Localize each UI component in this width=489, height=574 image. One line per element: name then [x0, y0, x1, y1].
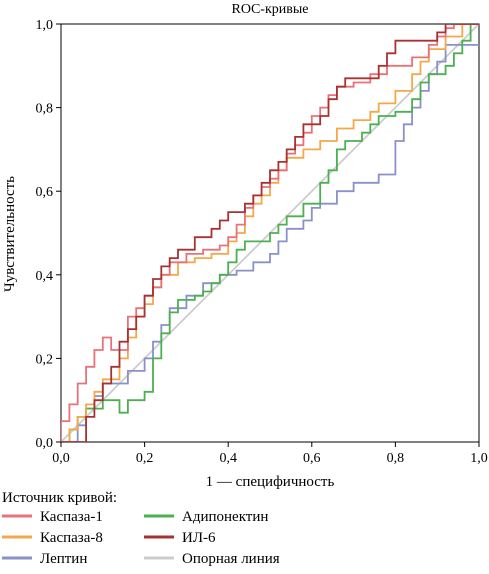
chart-title: ROC-кривые — [232, 2, 309, 17]
series-line-4 — [61, 24, 479, 442]
legend-label-3: Лептин — [40, 551, 87, 567]
y-axis-title: Чувствительность — [2, 176, 18, 292]
legend-label-4: Адипонектин — [182, 509, 268, 525]
y-tick-label: 1,0 — [36, 18, 54, 33]
legend: Каспаза-1 Каспаза-8 Лептин Адипонектин ИЛ-6 О… — [2, 509, 280, 567]
y-tick-label: 0,6 — [36, 185, 54, 200]
series-line-2 — [61, 24, 479, 442]
x-tick-label: 0,8 — [387, 451, 405, 466]
legend-label-6: Опорная линия — [182, 551, 280, 567]
x-tick-label: 0,2 — [136, 451, 154, 466]
legend-label-5: ИЛ-6 — [182, 530, 216, 546]
x-tick-label: 0,4 — [219, 451, 237, 466]
plot-area — [60, 23, 480, 443]
y-tick-label: 0,2 — [36, 352, 54, 367]
series-line-5 — [61, 24, 479, 442]
legend-label-2: Каспаза-8 — [40, 530, 103, 546]
legend-title: Источник кривой: — [2, 490, 117, 506]
y-tick-label: 0,0 — [36, 436, 54, 451]
x-axis-title: 1 — специфичность — [206, 474, 335, 490]
x-tick-label: 0,6 — [303, 451, 321, 466]
legend-label-1: Каспаза-1 — [40, 509, 103, 525]
series-line-1 — [61, 24, 479, 442]
series-line-3 — [61, 44, 479, 442]
x-tick-label: 1,0 — [470, 451, 488, 466]
y-tick-label: 0,4 — [36, 269, 54, 284]
x-tick-label: 0,0 — [52, 451, 70, 466]
y-tick-label: 0,8 — [36, 102, 54, 117]
axis-ticks: 0,0 0,2 0,4 0,6 0,8 1,0 0,0 0,2 0,4 0,6 0,8 1,0 — [36, 18, 488, 466]
